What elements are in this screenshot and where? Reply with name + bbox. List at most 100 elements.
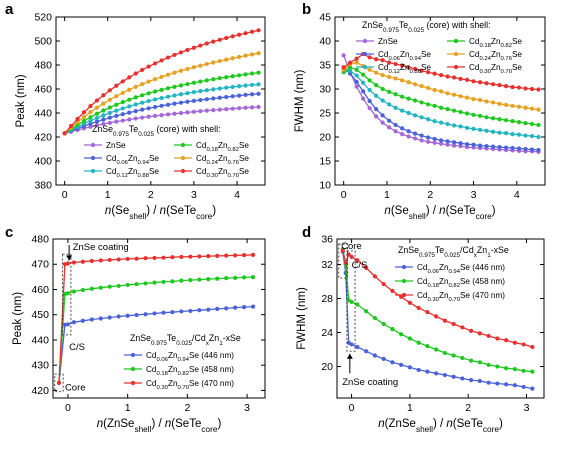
y-axis-label: FWHM (nm) (294, 70, 306, 133)
data-point (88, 104, 93, 109)
data-point (224, 107, 229, 112)
data-point (477, 97, 483, 103)
data-point (425, 70, 431, 75)
legend-marker (401, 264, 407, 270)
data-point (81, 114, 87, 120)
data-point (490, 82, 496, 87)
data-point (107, 110, 112, 115)
data-point (88, 121, 93, 126)
data-point (354, 79, 359, 84)
plot-frame (334, 16, 546, 186)
plot-frame (52, 238, 266, 399)
series-line (58, 254, 254, 383)
data-point (490, 100, 496, 105)
data-point (185, 47, 190, 53)
data-point (425, 344, 430, 349)
data-point (133, 84, 138, 89)
data-point (127, 104, 132, 109)
data-point (146, 98, 151, 104)
x-tick-label: 2 (184, 402, 190, 414)
series (341, 60, 541, 112)
data-point (416, 340, 421, 345)
data-point (94, 119, 100, 124)
data-point (230, 74, 235, 79)
data-point (516, 146, 522, 151)
data-point (114, 113, 119, 118)
data-point (230, 34, 235, 39)
data-point (224, 85, 229, 90)
data-point (390, 360, 395, 365)
data-point (530, 369, 535, 374)
data-point (134, 312, 139, 318)
x-tick-label: 0 (349, 402, 355, 414)
series (341, 65, 541, 128)
data-point (503, 118, 509, 123)
x-tick-label: 4 (514, 189, 520, 201)
y-tick-label: 400 (34, 156, 52, 168)
data-point (241, 253, 247, 258)
data-point (536, 122, 541, 128)
data-point (407, 365, 412, 370)
legend-marker (130, 380, 136, 386)
data-point (445, 142, 450, 147)
x-tick-label: 3 (191, 189, 197, 201)
series (62, 70, 261, 136)
data-point (230, 84, 235, 90)
data-point (217, 86, 222, 91)
data-point (146, 114, 151, 119)
data-point (165, 102, 171, 107)
data-point (387, 125, 392, 130)
data-point (241, 275, 247, 280)
data-point (224, 35, 229, 41)
data-point (510, 145, 515, 151)
data-point (98, 258, 103, 263)
data-point (127, 87, 132, 92)
legend-marker (362, 64, 368, 70)
data-point (159, 74, 164, 79)
y-tick-label: 28 (321, 293, 333, 305)
data-point (399, 332, 404, 337)
data-point (380, 58, 385, 63)
data-point (495, 364, 500, 369)
data-point (65, 261, 71, 266)
legend-label: Cd0.06Zn0.94Se (446 nm) (146, 351, 234, 363)
data-point (224, 75, 229, 80)
data-point (217, 107, 222, 112)
data-point (191, 109, 196, 114)
y-tick-label: 20 (321, 361, 333, 373)
data-point (185, 110, 190, 115)
panel-letter: a (5, 1, 14, 18)
annotation-cs: C/S (69, 342, 85, 353)
data-point (153, 97, 158, 102)
data-point (413, 131, 418, 136)
data-point (400, 108, 405, 113)
data-point (348, 60, 353, 65)
data-point (445, 121, 450, 127)
data-point (107, 315, 112, 320)
data-point (469, 378, 474, 383)
data-point (451, 374, 456, 379)
data-point (477, 360, 482, 365)
data-point (125, 256, 130, 262)
data-point (387, 60, 392, 65)
data-point (503, 102, 509, 107)
data-point (523, 133, 528, 138)
data-point (153, 104, 158, 110)
data-point (523, 120, 528, 126)
data-point (120, 112, 125, 117)
data-point (341, 53, 346, 58)
data-point (233, 275, 238, 280)
data-point (451, 92, 457, 97)
data-point (419, 84, 424, 89)
data-point (372, 315, 378, 321)
series (56, 304, 256, 385)
data-point (490, 129, 496, 134)
legend-label: Cd0.06Zn0.94Se (106, 154, 159, 166)
arrow-head (346, 353, 353, 359)
x-tick-label: 3 (244, 402, 250, 414)
data-point (516, 120, 522, 125)
legend-marker (180, 168, 186, 174)
data-point (471, 112, 476, 118)
data-point (432, 87, 437, 93)
data-point (116, 257, 121, 262)
